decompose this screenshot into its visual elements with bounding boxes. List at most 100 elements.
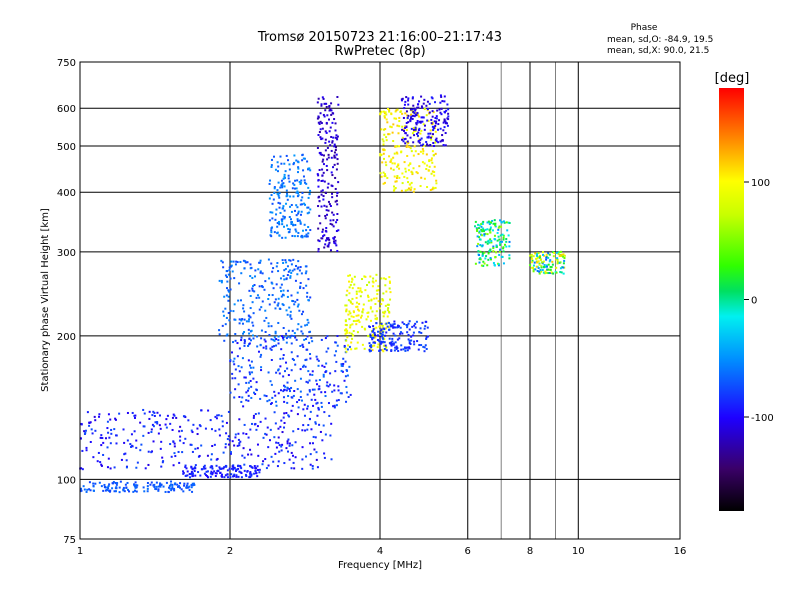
- data-point: [375, 273, 378, 276]
- data-point: [287, 450, 290, 453]
- data-point: [193, 483, 196, 486]
- data-point: [301, 236, 304, 239]
- data-point: [489, 249, 492, 252]
- data-point: [382, 337, 385, 340]
- data-point: [233, 303, 236, 306]
- data-point: [388, 110, 391, 113]
- data-point: [405, 121, 408, 124]
- data-point: [123, 490, 126, 493]
- data-point: [416, 172, 419, 175]
- data-point: [309, 442, 312, 445]
- data-point: [412, 128, 415, 131]
- data-point: [403, 175, 406, 178]
- data-point: [248, 289, 251, 292]
- data-point: [326, 114, 329, 117]
- data-point: [393, 349, 396, 352]
- data-point: [297, 194, 300, 197]
- data-point: [310, 398, 313, 401]
- data-point: [283, 175, 286, 178]
- data-point: [182, 490, 185, 493]
- data-point: [333, 154, 336, 157]
- data-point: [536, 269, 539, 272]
- data-point: [85, 490, 88, 493]
- data-point: [380, 332, 383, 335]
- data-point: [134, 414, 137, 417]
- data-point: [152, 425, 155, 428]
- data-point: [392, 343, 395, 346]
- data-point: [142, 486, 145, 489]
- data-point: [324, 149, 327, 152]
- data-point: [262, 346, 265, 349]
- data-point: [425, 336, 428, 339]
- data-point: [271, 396, 274, 399]
- data-point: [239, 464, 242, 467]
- data-point: [320, 103, 323, 106]
- data-point: [332, 237, 335, 240]
- data-point: [397, 163, 400, 166]
- data-point: [249, 471, 252, 474]
- data-point: [107, 457, 110, 460]
- data-point: [306, 160, 309, 163]
- data-point: [325, 209, 328, 212]
- data-point: [297, 303, 300, 306]
- data-point: [172, 464, 175, 467]
- data-point: [209, 419, 212, 422]
- data-point: [289, 275, 292, 278]
- data-point: [368, 281, 371, 284]
- data-point: [302, 169, 305, 172]
- data-point: [345, 304, 348, 307]
- data-point: [531, 266, 534, 269]
- data-point: [390, 324, 393, 327]
- data-point: [324, 214, 327, 217]
- data-point: [349, 300, 352, 303]
- data-point: [306, 291, 309, 294]
- data-point: [335, 399, 338, 402]
- data-point: [350, 301, 353, 304]
- data-point: [437, 141, 440, 144]
- data-point: [334, 242, 337, 245]
- data-point: [192, 423, 195, 426]
- data-point: [118, 412, 121, 415]
- x-tick-label: 1: [77, 546, 83, 557]
- data-point: [345, 350, 348, 353]
- data-point: [299, 266, 302, 269]
- data-point: [406, 326, 409, 329]
- data-point: [379, 112, 382, 115]
- data-point: [289, 259, 292, 262]
- data-point: [414, 150, 417, 153]
- data-point: [318, 385, 321, 388]
- data-point: [359, 295, 362, 298]
- data-point: [255, 428, 258, 431]
- data-point: [398, 167, 401, 170]
- data-point: [374, 333, 377, 336]
- data-point: [413, 107, 416, 110]
- data-point: [322, 235, 325, 238]
- data-point: [200, 468, 203, 471]
- data-point: [100, 464, 103, 467]
- data-point: [392, 168, 395, 171]
- data-point: [249, 366, 252, 369]
- data-point: [331, 196, 334, 199]
- data-point: [182, 442, 185, 445]
- data-point: [359, 287, 362, 290]
- data-point: [298, 269, 301, 272]
- data-point: [276, 225, 279, 228]
- data-point: [425, 337, 428, 340]
- data-point: [218, 333, 221, 336]
- data-point: [321, 127, 324, 130]
- data-point: [320, 391, 323, 394]
- data-point: [334, 341, 337, 344]
- data-point: [247, 381, 250, 384]
- data-point: [538, 270, 541, 273]
- data-point: [230, 473, 233, 476]
- data-point: [317, 179, 320, 182]
- data-point: [317, 185, 320, 188]
- data-point: [507, 234, 510, 237]
- data-point: [321, 237, 324, 240]
- data-point: [369, 335, 372, 338]
- data-point: [273, 411, 276, 414]
- data-point: [107, 487, 110, 490]
- data-point: [283, 412, 286, 415]
- data-point: [396, 108, 399, 111]
- data-point: [326, 169, 329, 172]
